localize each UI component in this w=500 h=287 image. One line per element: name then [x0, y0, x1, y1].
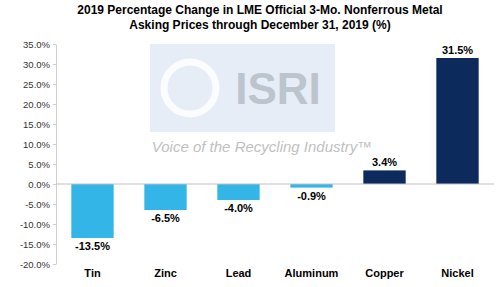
watermark-logo: [164, 62, 216, 114]
data-labels: -13.5% -6.5% -4.0% -0.9% 3.4% 31.5%: [75, 44, 473, 252]
bar: [436, 58, 478, 184]
y-tick-label: 30.0%: [23, 59, 50, 70]
bar: [71, 184, 113, 238]
bar: [290, 184, 332, 188]
y-tick-mark: [53, 204, 56, 205]
y-axis-line: [56, 45, 57, 265]
data-label: -13.5%: [75, 240, 110, 252]
y-tick-mark: [53, 64, 56, 65]
zero-line: [56, 184, 494, 185]
x-tick-label: Tin: [84, 267, 101, 279]
x-tick-label: Zinc: [154, 267, 177, 279]
y-tick: 5.0%: [28, 159, 56, 170]
x-tick-label: Nickel: [441, 267, 473, 279]
title: 2019 Percentage Change in LME Official 3…: [77, 3, 442, 32]
y-tick: 20.0%: [23, 99, 56, 110]
x-tick: Zinc: [154, 267, 177, 279]
title-line: Asking Prices through December 31, 2019 …: [129, 18, 390, 32]
y-tick-label: 35.0%: [23, 39, 50, 50]
y-tick-mark: [53, 184, 56, 185]
bar: [217, 184, 259, 200]
y-tick: 15.0%: [23, 119, 56, 130]
x-tick-label: Lead: [226, 267, 252, 279]
y-tick: -15.0%: [20, 239, 56, 250]
x-tick-label: Copper: [365, 267, 404, 279]
bars: [71, 58, 478, 238]
y-tick-label: 5.0%: [28, 159, 50, 170]
watermark-box: [150, 44, 335, 132]
data-label: 3.4%: [372, 156, 397, 168]
y-tick-label: 25.0%: [23, 79, 50, 90]
y-tick: 0.0%: [28, 179, 56, 190]
x-axis: Tin Zinc Lead Aluminum Copper Nickel: [84, 267, 473, 279]
bar: [144, 184, 186, 210]
y-tick-mark: [53, 104, 56, 105]
x-tick: Tin: [84, 267, 101, 279]
y-tick: 35.0%: [23, 39, 56, 50]
y-tick-label: -20.0%: [20, 259, 51, 270]
x-tick-label: Aluminum: [285, 267, 339, 279]
y-tick: -20.0%: [20, 259, 56, 270]
y-tick: 25.0%: [23, 79, 56, 90]
x-tick: Aluminum: [285, 267, 339, 279]
x-tick: Nickel: [441, 267, 473, 279]
data-label: -6.5%: [151, 212, 180, 224]
y-tick-label: 0.0%: [28, 179, 50, 190]
y-tick-label: 15.0%: [23, 119, 50, 130]
y-tick-label: -15.0%: [20, 239, 51, 250]
bar: [363, 170, 405, 184]
x-tick: Copper: [365, 267, 404, 279]
y-tick-label: -10.0%: [20, 219, 51, 230]
title-line: 2019 Percentage Change in LME Official 3…: [77, 3, 442, 17]
y-tick-label: -5.0%: [25, 199, 50, 210]
watermark-tagline: Voice of the Recycling Industry™: [152, 138, 372, 155]
y-tick: -10.0%: [20, 219, 56, 230]
data-label: 31.5%: [442, 44, 473, 56]
data-label: -0.9%: [297, 190, 326, 202]
data-label: -4.0%: [224, 202, 253, 214]
y-tick-mark: [53, 144, 56, 145]
y-tick-mark: [53, 164, 56, 165]
x-tick: Lead: [226, 267, 252, 279]
y-tick-mark: [53, 124, 56, 125]
y-tick-mark: [53, 264, 56, 265]
y-axis: -20.0% -15.0% -10.0% -5.0% 0.0% 5.0% 10.0% 15.0…: [20, 39, 57, 270]
y-tick-label: 10.0%: [23, 139, 50, 150]
y-tick-mark: [53, 244, 56, 245]
y-tick: 10.0%: [23, 139, 56, 150]
y-tick: -5.0%: [25, 199, 56, 210]
y-tick: 30.0%: [23, 59, 56, 70]
y-tick-mark: [53, 224, 56, 225]
chart: 2019 Percentage Change in LME Official 3…: [0, 0, 500, 287]
watermark: ISRI Voice of the Recycling Industry™: [150, 44, 372, 155]
y-tick-label: 20.0%: [23, 99, 50, 110]
y-tick-mark: [53, 84, 56, 85]
y-tick-mark: [53, 44, 56, 45]
watermark-text: ISRI: [235, 64, 321, 113]
